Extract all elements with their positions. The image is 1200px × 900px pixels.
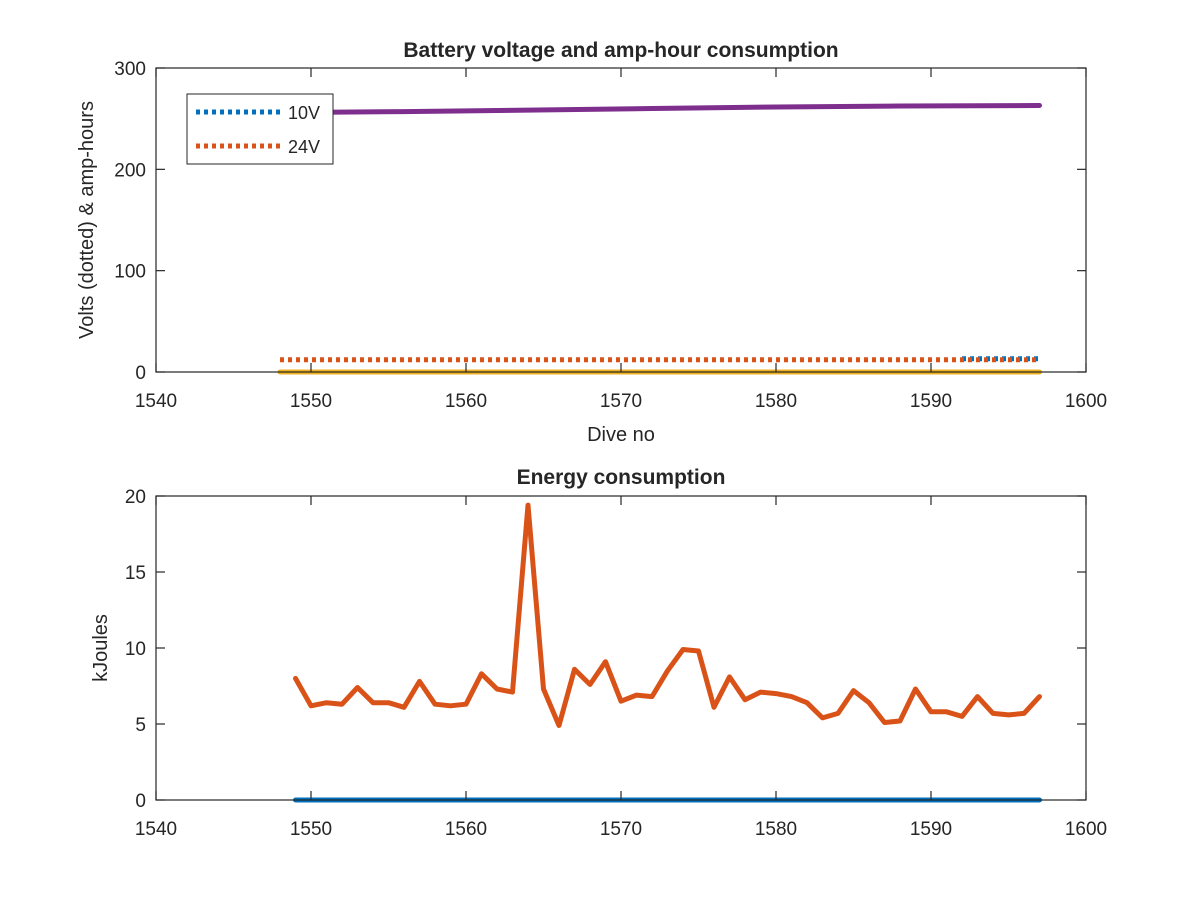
top-x-tick-label: 1590	[910, 391, 952, 412]
legend-label-10v: 10V	[288, 103, 320, 123]
top-x-tick-label: 1600	[1065, 391, 1107, 412]
legend-box	[186, 93, 334, 165]
bottom-y-tick-label: 0	[135, 791, 146, 812]
top-x-tick-label: 1560	[445, 391, 487, 412]
top-x-axis-label: Dive no	[587, 424, 655, 446]
bottom-plot-area	[156, 496, 1086, 800]
bottom-chart: 1540 1550 1560 1570 1580 1590 1600 0 5 10 15 20 Ene…	[90, 466, 1107, 840]
bottom-x-tick-label: 1560	[445, 819, 487, 840]
bottom-x-tick-label: 1550	[290, 819, 332, 840]
bottom-y-axis-label: kJoules	[90, 614, 112, 682]
bottom-ticks-group: 1540 1550 1560 1570 1580 1590 1600 0 5 10 15 20	[125, 487, 1107, 840]
bottom-x-tick-label: 1580	[755, 819, 797, 840]
top-y-tick-label: 200	[114, 160, 146, 181]
bottom-y-tick-label: 15	[125, 563, 146, 584]
top-x-tick-label: 1540	[135, 391, 177, 412]
legend-label-24v: 24V	[288, 137, 320, 157]
top-y-tick-label: 0	[135, 363, 146, 384]
bottom-series-line-2	[293, 502, 1042, 728]
top-y-axis-label: Volts (dotted) & amp-hours	[76, 101, 98, 339]
bottom-x-tick-label: 1590	[910, 819, 952, 840]
top-x-tick-label: 1570	[600, 391, 642, 412]
bottom-y-tick-label: 10	[125, 639, 146, 660]
bottom-x-tick-label: 1540	[135, 819, 177, 840]
top-x-tick-label: 1550	[290, 391, 332, 412]
top-y-tick-label: 100	[114, 262, 146, 283]
top-legend: 10V 24V	[186, 93, 334, 165]
bottom-y-tick-label: 5	[135, 715, 146, 736]
bottom-y-tick-label: 20	[125, 487, 146, 508]
bottom-chart-title: Energy consumption	[517, 466, 726, 489]
top-series-line-4	[277, 103, 1042, 116]
top-x-tick-label: 1580	[755, 391, 797, 412]
top-y-tick-label: 300	[114, 59, 146, 80]
bottom-x-tick-label: 1600	[1065, 819, 1107, 840]
top-ticks-group: 1540 1550 1560 1570 1580 1590 1600 0 100 200 300	[114, 59, 1107, 412]
top-chart: 1540 1550 1560 1570 1580 1590 1600 0 100 200 300 B…	[76, 39, 1107, 446]
bottom-x-tick-label: 1570	[600, 819, 642, 840]
top-chart-title: Battery voltage and amp-hour consumption	[403, 39, 838, 62]
